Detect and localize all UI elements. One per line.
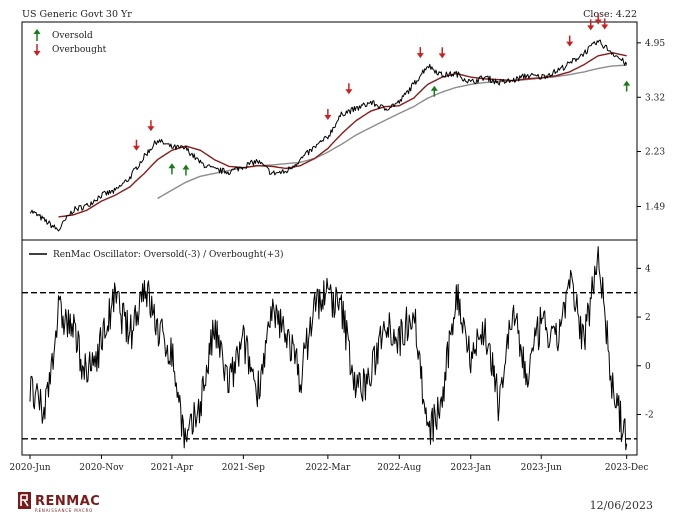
overbought-arrow (594, 13, 602, 25)
osc-y-tick-label: 4 (645, 264, 651, 274)
x-tick-label: 2021-Apr (151, 463, 194, 473)
overbought-arrow (147, 120, 155, 132)
price-y-tick-label: 2.23 (645, 148, 665, 158)
oversold-arrow (182, 164, 190, 176)
x-tick-label: 2021-Sep (222, 463, 265, 473)
oscillator-y-axis: -2 0 2 4 (637, 264, 654, 420)
legend-overbought: Overbought (52, 45, 107, 55)
overbought-arrow (566, 35, 574, 47)
price-panel-frame (21, 21, 638, 241)
overbought-arrow (345, 83, 353, 95)
oversold-arrow (623, 80, 631, 92)
osc-y-tick-label: 2 (645, 313, 651, 323)
price-line (29, 39, 628, 232)
overbought-arrow (601, 18, 609, 30)
short-ma-line (58, 52, 627, 218)
price-legend: Oversold Overbought (33, 29, 107, 56)
oscillator-legend: RenMac Oscillator: Oversold(-3) / Overbo… (29, 249, 284, 260)
osc-y-tick-label: 0 (645, 362, 651, 372)
reference-lines (22, 292, 637, 440)
price-series-group (29, 39, 628, 232)
x-tick-label: 2023-Jan (450, 463, 491, 473)
oscillator-legend-label: RenMac Oscillator: Oversold(-3) / Overbo… (53, 249, 284, 260)
oscillator-panel-frame (21, 239, 638, 456)
x-tick-label: 2023-Jun (521, 463, 562, 473)
oscillator-line (29, 246, 628, 451)
overbought-arrow (132, 139, 140, 151)
overbought-legend-icon (33, 44, 41, 56)
osc-y-tick-label: -2 (645, 410, 654, 420)
logo-text: RENMAC (35, 494, 100, 509)
oscillator-series-group (29, 246, 628, 451)
logo-subtext: RENAISSANCE MACRO (35, 508, 93, 513)
close-label: Close: 4.22 (583, 9, 637, 20)
x-tick-label: 2020-Jun (9, 463, 50, 473)
chart-title: US Generic Govt 30 Yr (22, 9, 132, 20)
long-ma-line (157, 64, 627, 200)
x-tick-label: 2022-Mar (305, 463, 351, 473)
overbought-arrow (438, 47, 446, 59)
x-tick-label: 2023-Dec (605, 463, 649, 473)
x-axis: 2020-Jun 2020-Nov 2021-Apr 2021-Sep 2022-Mar… (9, 455, 648, 473)
price-y-tick-label: 4.95 (645, 39, 665, 49)
price-y-axis: 1.49 2.23 3.32 4.95 (637, 39, 665, 212)
signal-arrows (132, 13, 631, 176)
oversold-legend-icon (33, 29, 41, 41)
oversold-arrow (168, 163, 176, 175)
x-tick-label: 2020-Nov (79, 463, 124, 473)
overbought-arrow (416, 47, 424, 59)
overbought-arrow (324, 109, 332, 121)
overbought-arrow (587, 19, 595, 31)
oversold-arrow (430, 85, 438, 97)
report-date: 12/06/2023 (590, 499, 653, 512)
legend-oversold: Oversold (52, 31, 93, 41)
x-tick-label: 2022-Aug (377, 463, 421, 473)
price-y-tick-label: 3.32 (645, 93, 665, 103)
price-y-tick-label: 1.49 (645, 202, 665, 212)
renmac-logo: RENMAC RENAISSANCE MACRO (18, 492, 100, 513)
